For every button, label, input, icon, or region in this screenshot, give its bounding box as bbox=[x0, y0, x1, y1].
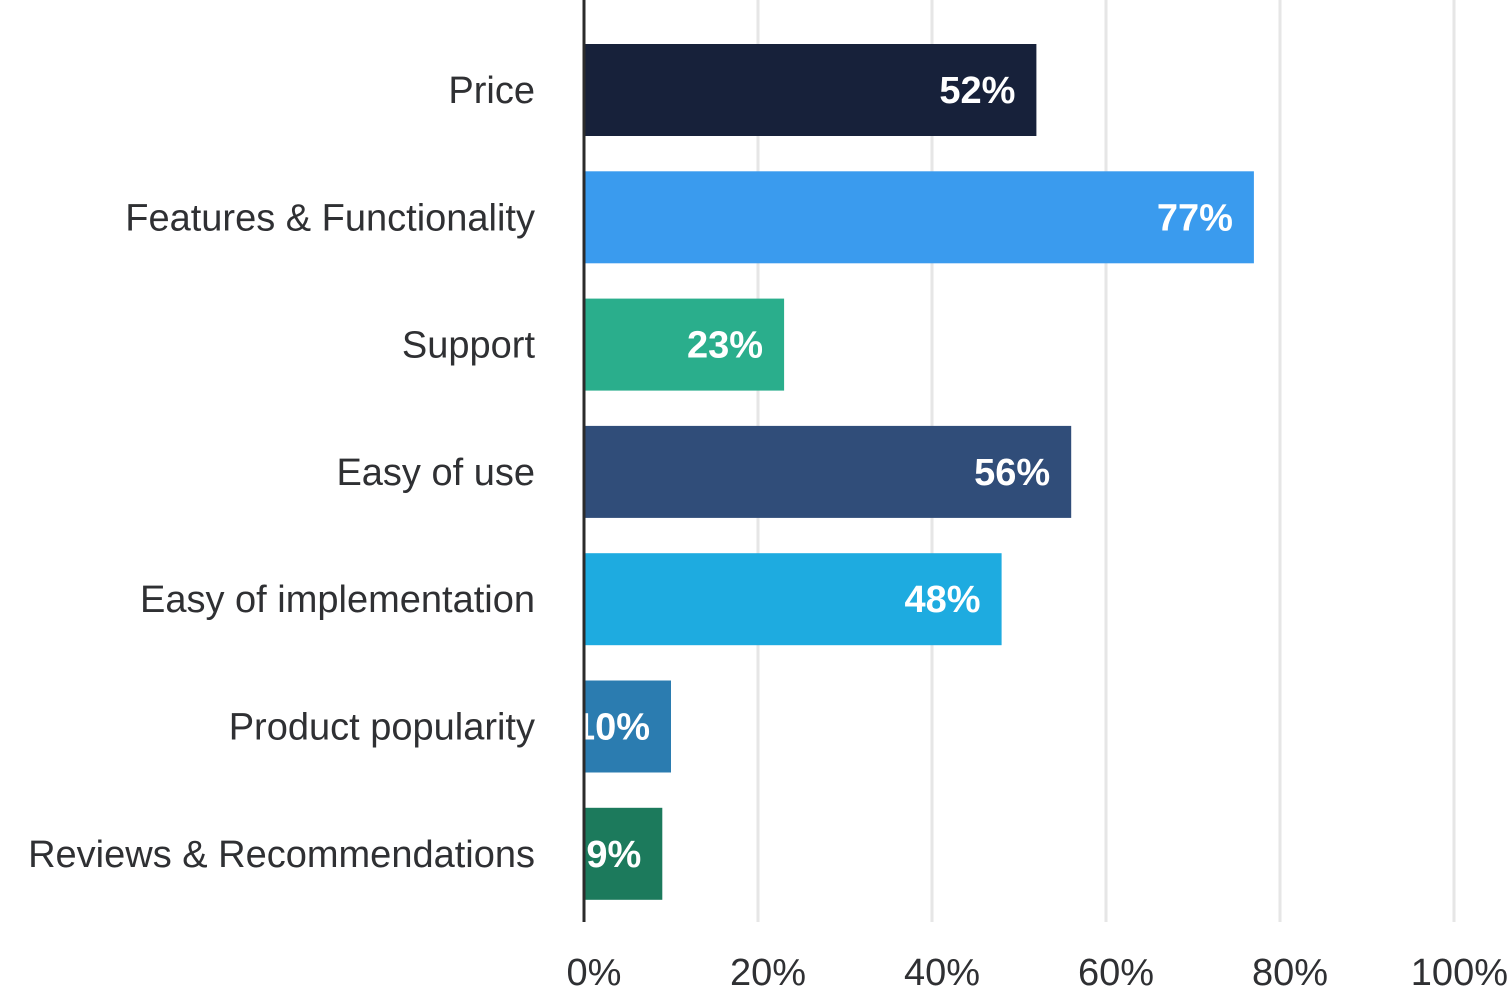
bars bbox=[584, 44, 1254, 900]
gridlines bbox=[756, 0, 1456, 922]
bar-3 bbox=[584, 425, 1072, 518]
value-label-5: 10% bbox=[574, 707, 650, 749]
value-labels: 52% 77% 23% 56% 48% 10% 9% bbox=[574, 70, 1233, 876]
x-tick-label-80: 80% bbox=[1252, 952, 1328, 986]
x-tick-labels: 0% 20% 40% 60% 80% 100% bbox=[567, 952, 1508, 986]
bar-2 bbox=[584, 298, 785, 391]
bar-0 bbox=[584, 44, 1037, 136]
value-label-3: 56% bbox=[974, 452, 1050, 494]
category-label-0: Price bbox=[448, 70, 535, 112]
x-tick-label-40: 40% bbox=[904, 952, 980, 986]
bar-5 bbox=[584, 680, 671, 773]
bar-1 bbox=[584, 171, 1254, 264]
bar-4 bbox=[584, 553, 1002, 646]
value-label-4: 48% bbox=[905, 579, 981, 621]
category-label-2: Support bbox=[402, 325, 536, 367]
category-label-1: Features & Functionality bbox=[125, 197, 535, 239]
x-tick-label-100: 100% bbox=[1411, 952, 1508, 986]
category-label-4: Easy of implementation bbox=[140, 579, 535, 621]
category-label-6: Reviews & Recommendations bbox=[28, 834, 535, 876]
x-tick-label-60: 60% bbox=[1078, 952, 1154, 986]
category-label-3: Easy of use bbox=[336, 452, 535, 494]
value-label-2: 23% bbox=[687, 325, 763, 367]
category-labels: Price Features & Functionality Support Easy… bbox=[28, 70, 535, 876]
category-label-5: Product popularity bbox=[229, 707, 535, 749]
value-label-0: 52% bbox=[939, 70, 1015, 112]
x-tick-label-20: 20% bbox=[730, 952, 806, 986]
bar-6 bbox=[584, 807, 663, 900]
value-label-1: 77% bbox=[1157, 197, 1233, 239]
value-label-6: 9% bbox=[586, 834, 641, 876]
x-tick-label-0: 0% bbox=[567, 952, 622, 986]
